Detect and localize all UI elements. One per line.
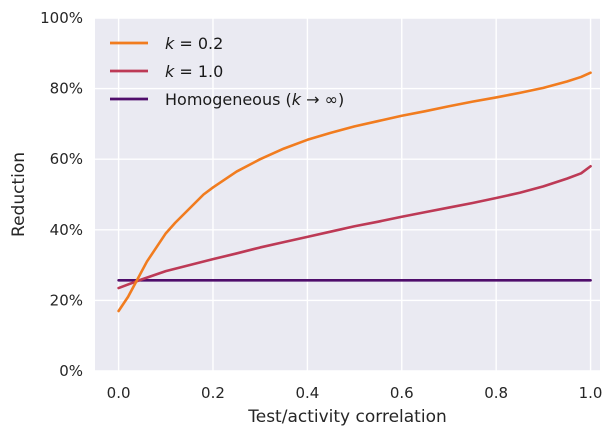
legend-k-value: = 1.0 <box>174 62 223 81</box>
legend-k-symbol: k <box>292 90 302 109</box>
x-axis-ticks: 0.0 0.2 0.4 0.6 0.8 1.0 <box>107 384 603 402</box>
x-tick-label-4: 0.8 <box>484 384 508 402</box>
grid-lines <box>95 17 600 372</box>
x-tick-label-5: 1.0 <box>579 384 603 402</box>
legend-label-k-0-2: k = 0.2 <box>165 34 223 53</box>
x-tick-label-3: 0.6 <box>390 384 414 402</box>
legend-homogeneous-prefix: Homogeneous ( <box>165 90 292 109</box>
legend: k = 0.2 k = 1.0 Homogeneous (k → ∞) <box>110 34 344 109</box>
legend-homogeneous-suffix: → ∞) <box>301 90 344 109</box>
y-tick-label-3: 60% <box>50 150 83 168</box>
legend-label-k-1-0: k = 1.0 <box>165 62 223 81</box>
y-axis-title: Reduction <box>9 152 29 237</box>
y-tick-label-2: 40% <box>50 221 83 239</box>
legend-label-homogeneous: Homogeneous (k → ∞) <box>165 90 344 109</box>
y-tick-label-1: 20% <box>50 291 83 309</box>
legend-k-value: = 0.2 <box>174 34 223 53</box>
y-tick-label-4: 80% <box>50 80 83 98</box>
series-layer <box>117 71 592 313</box>
x-tick-label-0: 0.0 <box>107 384 131 402</box>
y-tick-label-5: 100% <box>40 9 83 27</box>
x-axis-title: Test/activity correlation <box>247 407 447 427</box>
series-line-0 <box>117 71 592 313</box>
series-line-1 <box>117 164 592 290</box>
legend-k-symbol: k <box>165 34 175 53</box>
y-tick-label-0: 0% <box>59 362 83 380</box>
x-tick-label-2: 0.4 <box>295 384 319 402</box>
y-axis-ticks: 0% 20% 40% 60% 80% 100% <box>40 9 83 380</box>
x-tick-label-1: 0.2 <box>201 384 225 402</box>
legend-k-symbol: k <box>165 62 175 81</box>
